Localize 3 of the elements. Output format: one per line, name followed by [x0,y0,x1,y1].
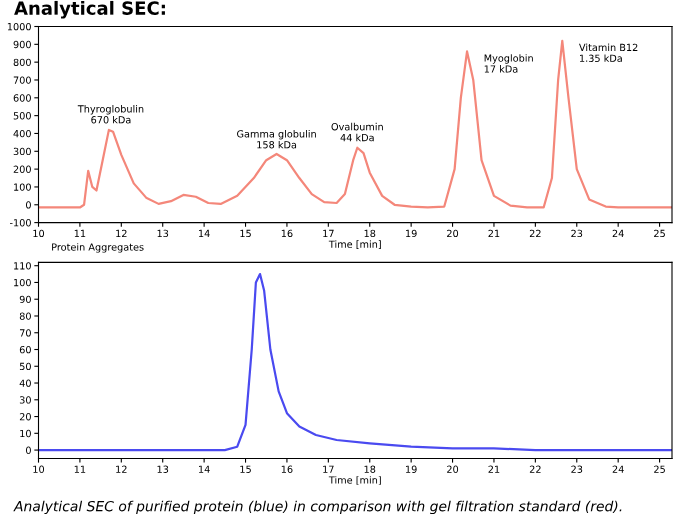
line-series [38,39,672,209]
line-series [38,272,672,452]
chart-title: Analytical SEC: [14,0,165,19]
